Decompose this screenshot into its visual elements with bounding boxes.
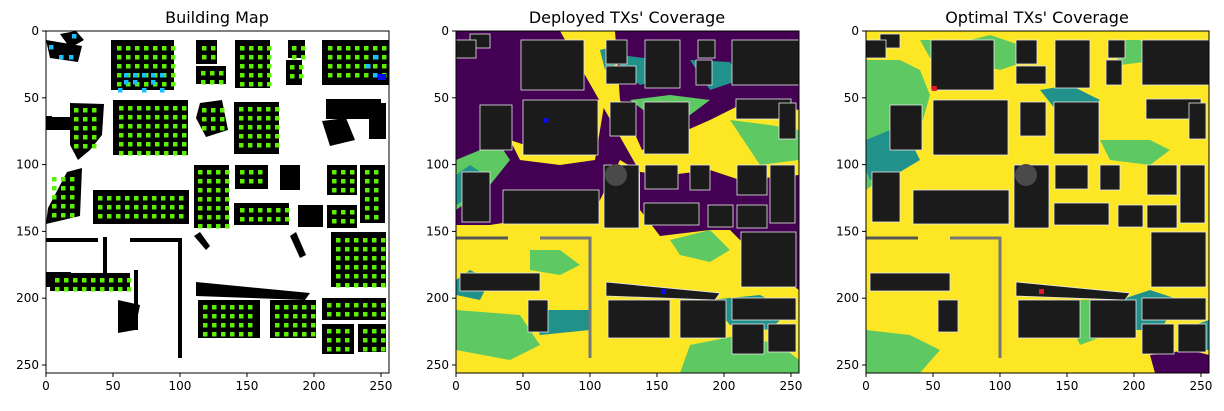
y-tick-label: 100 [836,158,859,172]
building-layer [46,31,389,358]
x-tick-label: 200 [1123,379,1146,393]
x-tick-label: 150 [646,379,669,393]
panel-title-deployed-coverage: Deployed TXs' Coverage [529,8,725,27]
x-tick-label: 100 [169,379,192,393]
panel-title-building-map: Building Map [165,8,269,27]
x-tick-label: 50 [515,379,530,393]
y-tick-label: 250 [836,358,859,372]
y-tick-label: 0 [441,24,449,38]
y-tick-label: 150 [16,224,39,238]
x-tick-label: 0 [862,379,870,393]
x-tick-label: 50 [105,379,120,393]
y-tick-label: 100 [426,158,449,172]
x-tick-label: 250 [780,379,803,393]
tx-marker [931,85,937,91]
tx-marker [661,289,667,295]
x-tick-label: 100 [989,379,1012,393]
coverage-layer [866,31,1209,373]
y-tick-label: 50 [24,91,39,105]
x-tick-label: 100 [579,379,602,393]
y-tick-label: 250 [16,358,39,372]
y-tick-label: 200 [836,291,859,305]
x-tick-label: 200 [303,379,326,393]
y-tick-label: 150 [836,224,859,238]
y-tick-label: 50 [434,91,449,105]
x-tick-label: 0 [42,379,50,393]
tx-marker [1039,289,1045,295]
y-tick-label: 200 [16,291,39,305]
tx-marker [543,118,549,124]
y-tick-label: 0 [851,24,859,38]
x-tick-label: 150 [236,379,259,393]
y-tick-label: 50 [844,91,859,105]
x-tick-label: 250 [370,379,393,393]
x-tick-label: 0 [452,379,460,393]
y-tick-label: 0 [31,24,39,38]
coverage-layer [456,31,799,373]
x-tick-label: 250 [1190,379,1213,393]
y-tick-label: 150 [426,224,449,238]
y-tick-label: 100 [16,158,39,172]
plot-frame [45,30,390,374]
plot-frame [455,30,800,374]
panel-title-optimal-coverage: Optimal TXs' Coverage [945,8,1129,27]
y-tick-label: 200 [426,291,449,305]
x-tick-label: 150 [1056,379,1079,393]
plot-frame [865,30,1210,374]
y-tick-label: 250 [426,358,449,372]
x-tick-label: 200 [713,379,736,393]
x-tick-label: 50 [925,379,940,393]
